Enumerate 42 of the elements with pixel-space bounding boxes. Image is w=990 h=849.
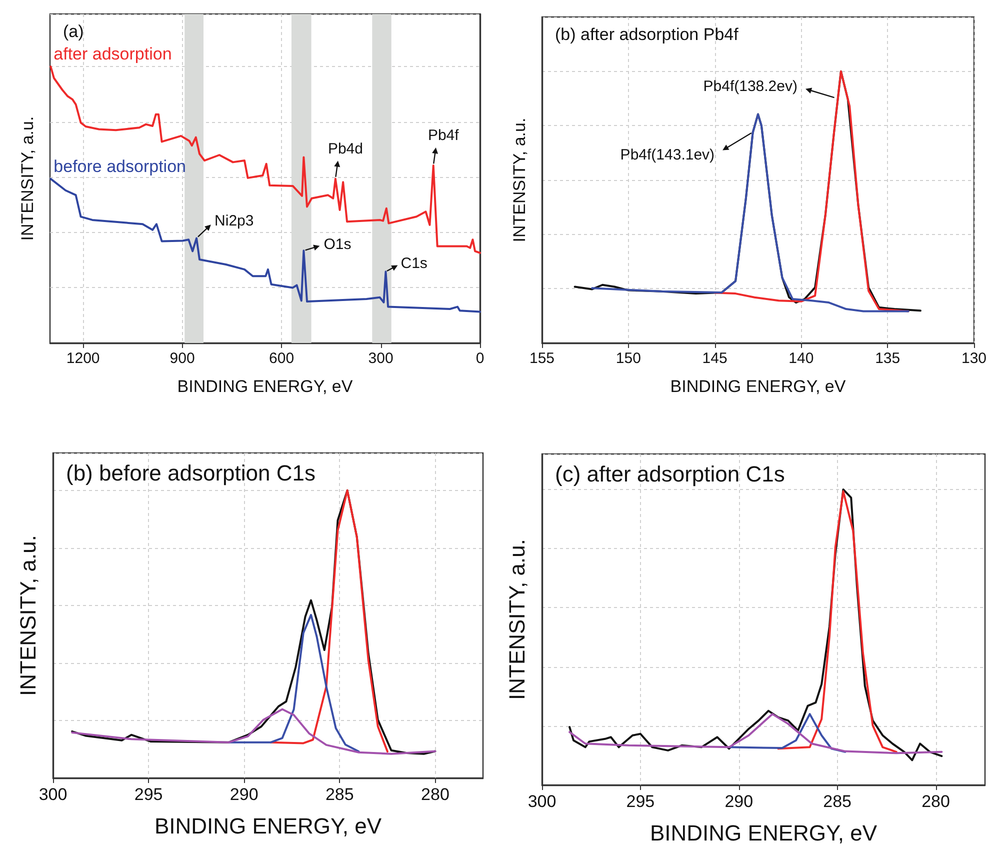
annotation: Pb4f(138.2ev) — [703, 78, 798, 95]
x-tick-label: 280 — [922, 792, 950, 811]
x-axis-title: BINDING ENERGY, eV — [177, 377, 354, 396]
x-tick-label: 285 — [325, 785, 354, 804]
x-tick-label: 280 — [421, 785, 450, 804]
series-label: after adsorption — [54, 44, 172, 64]
y-axis-title: INTENSITY, a.u. — [504, 539, 530, 700]
y-axis-title: INTENSITY, a.u. — [510, 118, 529, 242]
annotation: Pb4d — [328, 140, 363, 158]
chart-title: (c) after adsorption C1s — [555, 462, 785, 486]
x-tick-label: 145 — [702, 350, 728, 367]
chart-title: (a) — [63, 22, 84, 41]
chart-title: (b) after adsorption Pb4f — [555, 25, 739, 44]
x-tick-label: 135 — [875, 350, 900, 367]
x-tick-label: 300 — [38, 785, 68, 804]
annotation: O1s — [324, 236, 352, 254]
annotation: Ni2p3 — [214, 212, 254, 230]
x-tick-label: 600 — [269, 350, 294, 367]
x-axis-title: BINDING ENERGY, eV — [154, 814, 382, 838]
annotation: Pb4f — [428, 127, 460, 144]
annotation: C1s — [400, 255, 428, 272]
x-tick-label: 285 — [823, 792, 852, 811]
x-tick-label: 290 — [724, 792, 754, 811]
x-tick-label: 290 — [230, 785, 258, 804]
chart-title: (b) before adsorption C1s — [66, 460, 316, 486]
x-tick-label: 140 — [788, 350, 814, 367]
x-tick-label: 1200 — [66, 350, 100, 367]
x-tick-label: 300 — [528, 792, 556, 811]
x-tick-label: 0 — [476, 350, 484, 367]
x-tick-label: 150 — [616, 350, 641, 367]
x-tick-label: 295 — [134, 785, 163, 804]
x-tick-label: 295 — [626, 792, 655, 811]
x-tick-label: 900 — [170, 350, 195, 367]
x-axis-title: BINDING ENERGY, eV — [650, 820, 878, 846]
x-tick-label: 155 — [529, 350, 555, 367]
series-label: before adsorption — [54, 156, 186, 176]
y-axis-title: INTENSITY, a.u. — [18, 116, 37, 241]
y-axis-title: INTENSITY, a.u. — [16, 535, 40, 696]
annotation: Pb4f(143.1ev) — [620, 146, 715, 164]
x-tick-label: 300 — [368, 350, 394, 367]
x-axis-title: BINDING ENERGY, eV — [670, 377, 846, 396]
x-tick-label: 130 — [961, 350, 987, 367]
